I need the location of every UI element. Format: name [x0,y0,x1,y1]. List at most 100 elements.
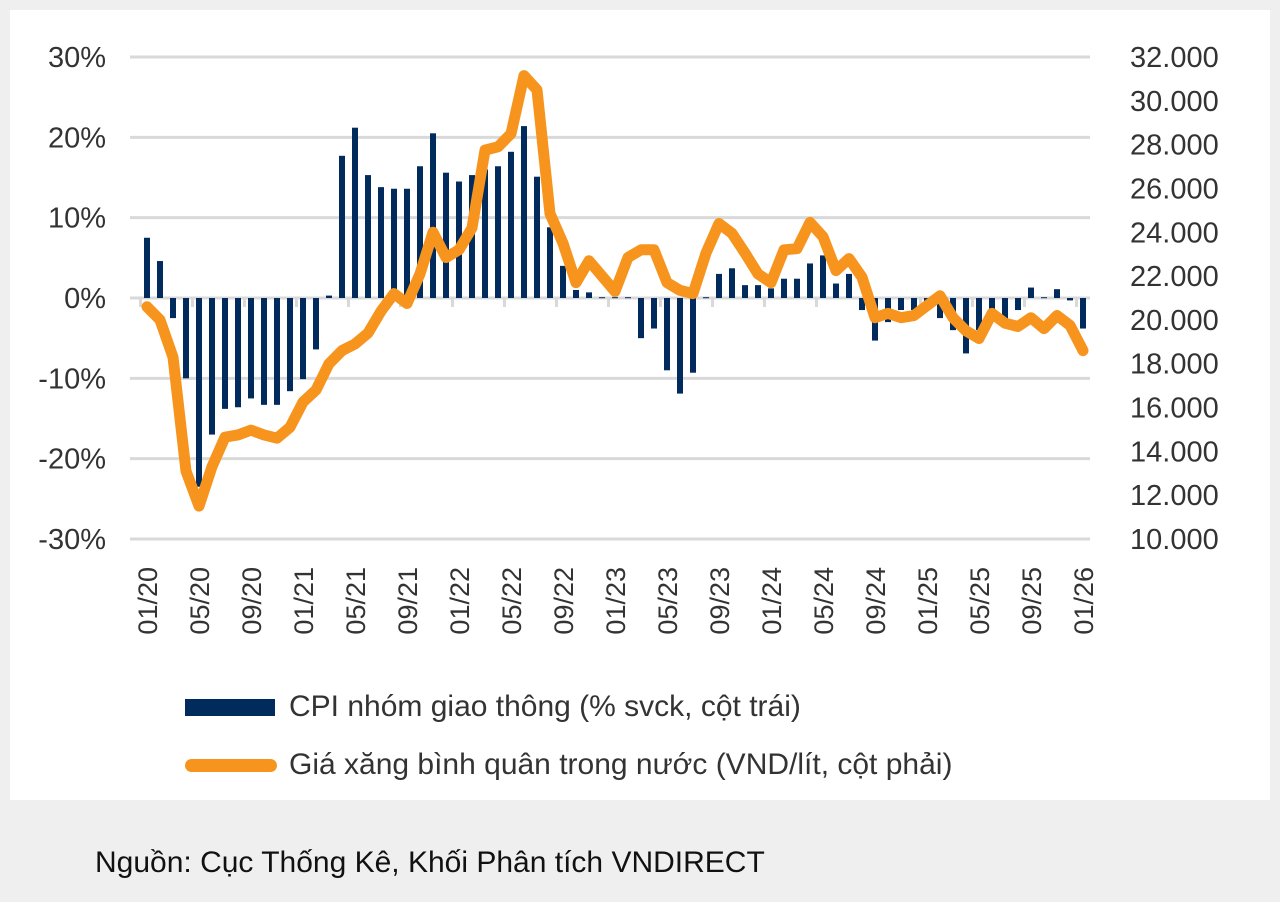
bar [703,297,709,299]
bar [521,126,527,298]
bar [443,172,449,298]
bar [573,289,579,298]
y-left-tick-label: 0% [64,283,106,315]
x-tick-label: 01/25 [913,567,943,635]
bar [833,283,839,298]
bar [781,278,787,298]
bar [417,166,423,298]
bar [1002,298,1008,323]
y-right-tick-label: 30.000 [1130,86,1219,118]
x-tick-label: 01/26 [1069,567,1099,635]
combo-chart: 30% 20% 10% 0% -10% -20% -30% 32.000 30.000 28.00… [38,42,1219,635]
x-tick-label: 09/20 [237,567,267,635]
bar [976,298,982,331]
bar [339,155,345,298]
bar [326,295,332,298]
bar [209,298,215,435]
bar [157,261,163,298]
x-tick-label: 09/22 [549,567,579,635]
bar [196,298,202,487]
y-right-tick-label: 26.000 [1130,173,1219,205]
bar [846,273,852,298]
bar [651,298,657,329]
bar [534,176,540,298]
x-tick-label: 01/23 [601,567,631,635]
bar [1041,297,1047,299]
legend-swatch-bar [185,698,275,716]
y-right-tick-label: 14.000 [1130,436,1219,468]
y-right-tick-label: 18.000 [1130,349,1219,381]
x-tick-label: 05/25 [965,567,995,635]
bar [430,133,436,298]
bar [352,127,358,299]
bar [274,298,280,405]
bar [729,268,735,298]
y-right-tick-label: 28.000 [1130,130,1219,162]
x-tick-label: 09/21 [393,567,423,635]
bar [937,298,943,319]
y-left-tick-label: 20% [48,122,106,154]
bar [222,298,228,409]
legend-label-gas-price: Giá xăng bình quân trong nước (VND/lít, … [289,748,953,781]
bar [768,288,774,298]
bar [911,298,917,311]
source-note: Nguồn: Cục Thống Kê, Khối Phân tích VNDI… [95,846,765,879]
x-tick-label: 09/23 [705,567,735,635]
bar [612,297,618,299]
bar [170,298,176,319]
y-left-tick-label: 30% [48,42,106,74]
y-right-tick-label: 20.000 [1130,305,1219,337]
legend-item-cpi: CPI nhóm giao thông (% svck, cột trái) [185,690,801,724]
bar [183,298,189,379]
x-tick-label: 05/22 [497,567,527,635]
bar [859,298,865,311]
x-tick-label: 05/23 [653,567,683,635]
bar [742,285,748,298]
x-tick-label: 09/25 [1017,567,1047,635]
x-tick-label: 01/20 [133,567,163,635]
y-left-tick-label: -30% [38,524,106,556]
bar [235,298,241,408]
bar [1028,287,1034,298]
bar [313,298,319,350]
bar [482,169,488,298]
y-right-tick-label: 10.000 [1130,524,1219,556]
bar [1080,298,1086,329]
y-left-tick-label: -20% [38,444,106,476]
x-tick-label: 09/24 [861,567,891,635]
x-tick-label: 01/21 [289,567,319,635]
x-tick-label: 05/21 [341,567,371,635]
chart-panel: 30% 20% 10% 0% -10% -20% -30% 32.000 30.000 28.00… [10,10,1270,800]
bar [495,166,501,298]
bar [365,175,371,298]
bar [300,298,306,380]
bar [508,151,514,298]
bar [248,298,254,399]
y-right-tick-label: 32.000 [1130,42,1219,74]
x-tick-label: 05/20 [185,567,215,635]
gas-price-line [141,70,1089,512]
bar [391,188,397,298]
bar [144,237,150,298]
bar [690,298,696,373]
y-left-tick-label: 10% [48,203,106,235]
bar [547,227,553,298]
legend-label-cpi: CPI nhóm giao thông (% svck, cột trái) [289,690,801,723]
bar [599,297,605,299]
bar [404,188,410,298]
legend-item-gas-price: Giá xăng bình quân trong nước (VND/lít, … [185,748,952,782]
bar [638,298,644,339]
bar [261,298,267,405]
bar [794,278,800,298]
x-tick-label: 05/24 [809,567,839,635]
bar [586,292,592,298]
bar [378,187,384,298]
bar [560,265,566,298]
bar [716,273,722,298]
x-tick-label: 01/24 [757,567,787,635]
x-tick-label: 01/22 [445,567,475,635]
y-right-tick-label: 12.000 [1130,480,1219,512]
bar [1015,298,1021,311]
y-right-tick-label: 16.000 [1130,393,1219,425]
y-right-tick-label: 24.000 [1130,217,1219,249]
